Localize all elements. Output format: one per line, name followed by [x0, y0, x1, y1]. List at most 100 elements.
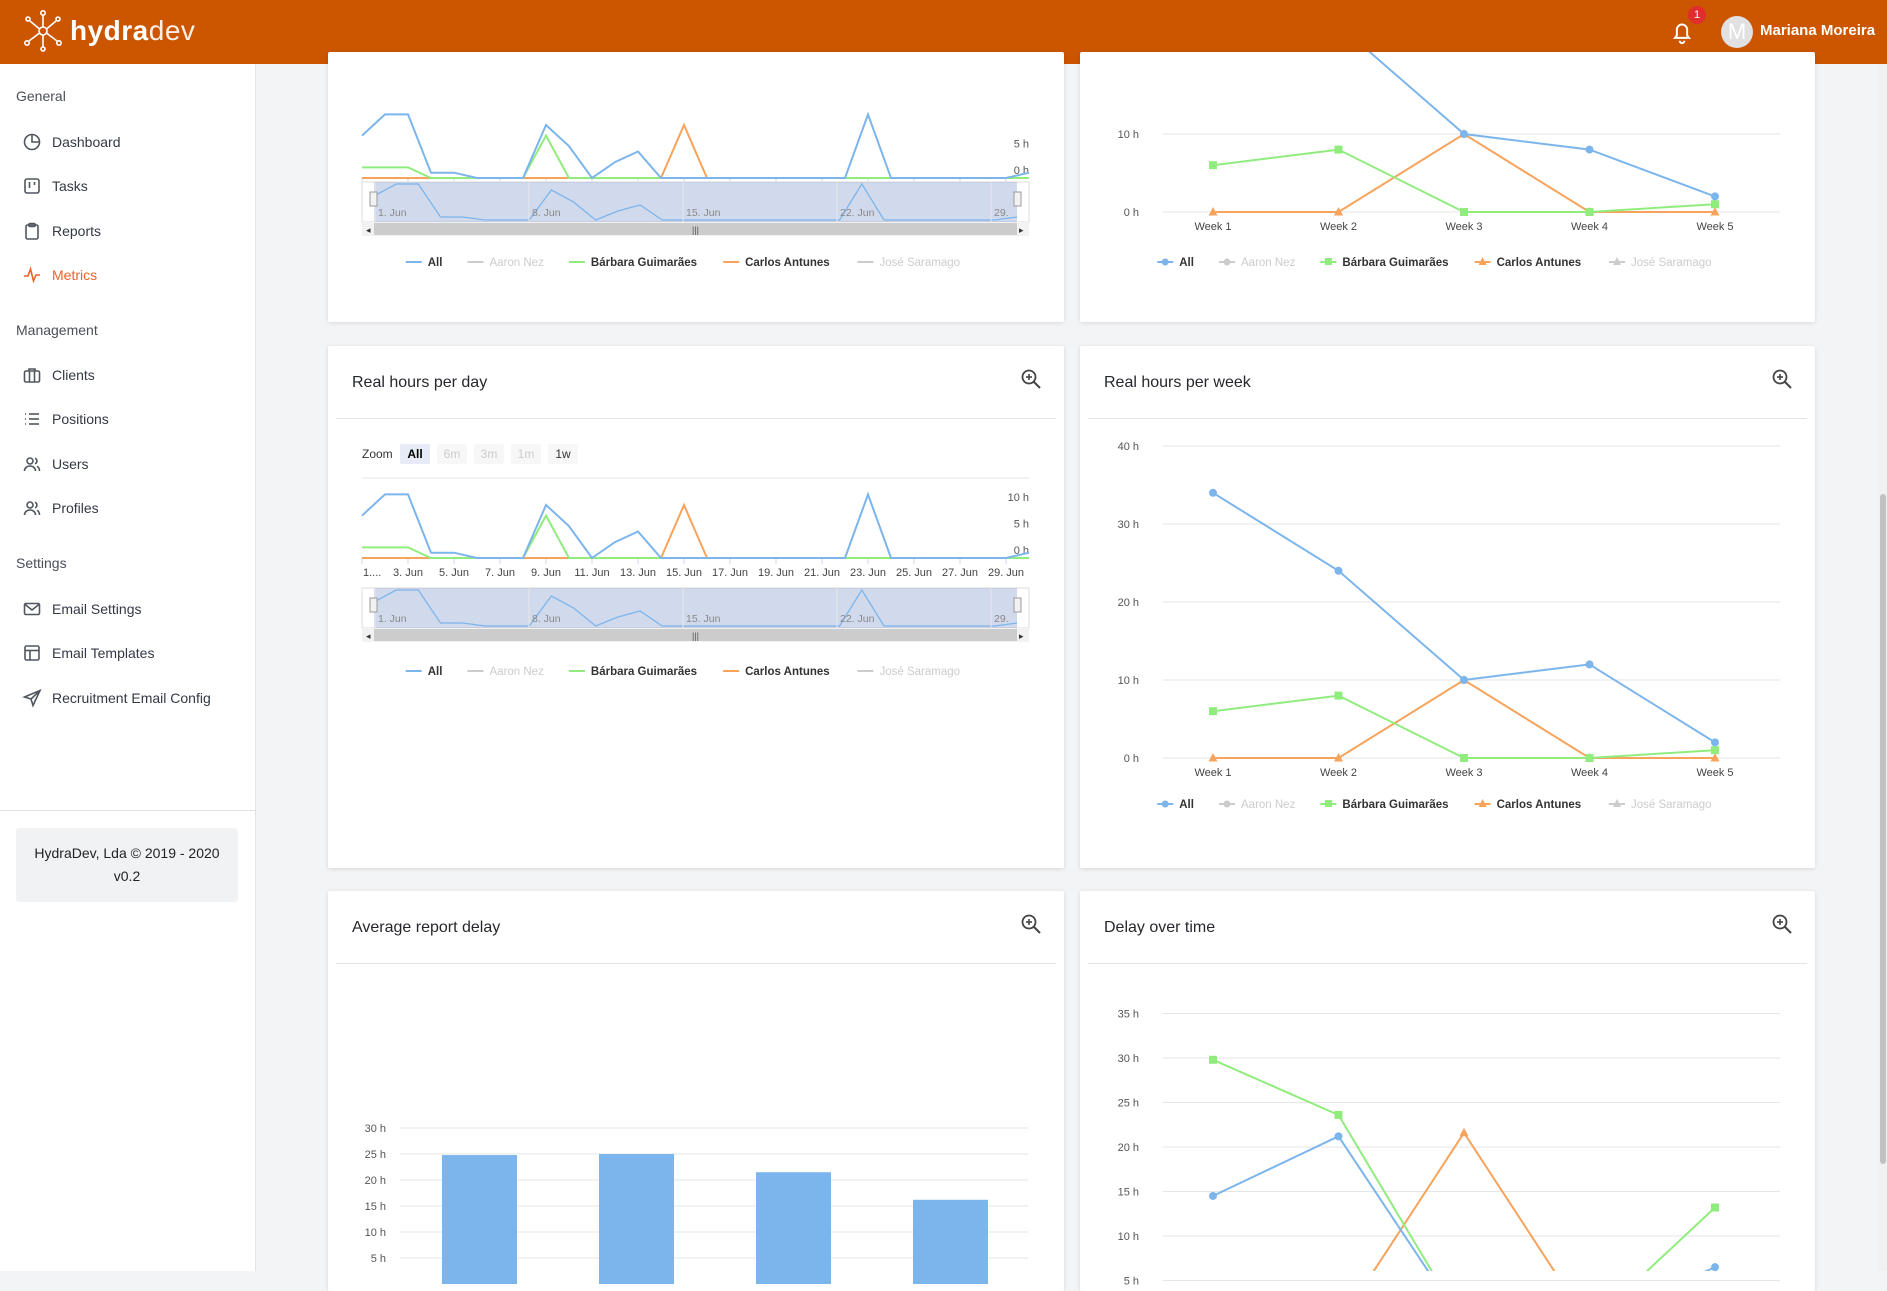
legend-marker	[1613, 799, 1621, 807]
zoom-button-label[interactable]: 1w	[555, 447, 571, 461]
hydradev-logo[interactable]: hydradev	[22, 6, 195, 56]
sidebar-item-users[interactable]: Users	[22, 449, 89, 479]
zoom-in-icon[interactable]	[1020, 913, 1042, 935]
series-line-Bárbara Guimarães	[1212, 694, 1716, 759]
zoom-button-1w[interactable]	[548, 444, 578, 464]
zoom-in-icon[interactable]	[1020, 368, 1042, 390]
legend-marker	[1161, 258, 1169, 266]
card-title: Real hours per week	[1104, 374, 1251, 391]
zoom-button-label[interactable]: 3m	[481, 447, 498, 461]
legend-item-label: Aaron Nez	[1241, 257, 1296, 269]
x-tick-label: Week 1	[1194, 767, 1231, 779]
x-tick-label: Week 3	[1445, 767, 1482, 779]
y-tick-label: 5 h	[1124, 1276, 1139, 1288]
data-point	[1334, 691, 1343, 700]
y-tick-label: 10 h	[365, 1227, 386, 1239]
x-tick-label: Week 5	[1696, 221, 1733, 233]
x-tick-label: 1....	[363, 567, 381, 579]
data-point	[1334, 207, 1343, 216]
notification-badge: 1	[1688, 6, 1706, 24]
legend-item-label: José Saramago	[880, 257, 961, 269]
zoom-button-label[interactable]: 6m	[444, 447, 461, 461]
legend-marker	[1324, 258, 1332, 265]
page-scrollbar-thumb[interactable]	[1880, 494, 1886, 1164]
navigator-handle-right[interactable]	[1013, 191, 1022, 207]
zoom-in-icon[interactable]	[1771, 368, 1793, 390]
version-text: v0.2	[113, 868, 141, 884]
avatar[interactable]: M	[1721, 16, 1753, 48]
legend-item-label: Bárbara Guimarães	[1342, 799, 1448, 811]
x-tick-label: Week 2	[1320, 767, 1357, 779]
sidebar-item-label: Metrics	[52, 267, 98, 283]
series-line-Bárbara Guimarães	[362, 513, 1029, 559]
card-average-report-delay: Average report delay 30 h 25 h 20 h 15 h 10 …	[328, 891, 1064, 1291]
data-point	[1209, 488, 1217, 497]
navigator-handle-left[interactable]	[369, 597, 378, 613]
x-tick-label: 21. Jun	[804, 567, 840, 579]
list-icon	[25, 413, 39, 425]
scroll-right-arrow-icon: ▸	[1019, 631, 1024, 641]
zoom-button-label[interactable]: 1m	[518, 447, 535, 461]
navigator-tick-label: 29.	[994, 207, 1009, 219]
sidebar-item-metrics[interactable]: Metrics	[22, 260, 97, 290]
sidebar-item-label: Reports	[52, 223, 102, 239]
sidebar-item-dashboard[interactable]: Dashboard	[22, 127, 121, 157]
series-line-All	[1212, 1135, 1716, 1271]
sidebar-item-profiles[interactable]: Profiles	[22, 493, 99, 523]
navigator-scrollbar-thumb[interactable]	[374, 629, 1017, 641]
legend-item-label: Carlos Antunes	[1497, 799, 1582, 811]
sidebar-item-label: Positions	[52, 411, 109, 427]
logo-wordmark-light: dev	[148, 15, 196, 46]
data-point	[1460, 754, 1468, 762]
card-delay-over-time: Delay over time 35 h 30 h 25 h 20 h 15 h 10 h…	[1080, 891, 1815, 1291]
sidebar-footer: HydraDev, Lda © 2019 - 2020 v0.2	[16, 828, 238, 902]
sidebar-item-label: Email Settings	[52, 601, 142, 617]
x-tick-label: 3. Jun	[393, 567, 423, 579]
zoom-button-6m[interactable]	[437, 444, 467, 464]
y-tick-label: 15 h	[1118, 1187, 1139, 1199]
x-tick-label: 23. Jun	[850, 567, 886, 579]
data-point	[1460, 676, 1468, 684]
sidebar-item-label: Clients	[52, 367, 95, 383]
delay-over-time-chart: 35 h 30 h 25 h 20 h 15 h 10 h 5 h	[1118, 1009, 1780, 1288]
legend-item-label: All	[428, 257, 443, 269]
logo-wordmark-bold: hydra	[70, 15, 149, 46]
zoom-button-1m[interactable]	[511, 444, 541, 464]
sidebar-item-tasks[interactable]: Tasks	[22, 171, 88, 201]
legend-item-label: José Saramago	[1631, 799, 1712, 811]
card-real-hours-per-day: Real hours per day Zoom All 6m 3m 1m 1w 10 h 5 …	[328, 346, 1064, 868]
data-point	[1710, 753, 1720, 762]
sidebar-item-email-templates[interactable]: Email Templates	[22, 638, 154, 668]
legend-marker	[1478, 257, 1487, 265]
card-divider	[336, 418, 1056, 419]
navigator-scrollbar-thumb[interactable]	[374, 223, 1017, 235]
navigator-handle-left[interactable]	[369, 191, 378, 207]
scroll-left-arrow-icon: ◂	[366, 631, 371, 641]
sidebar-item-positions[interactable]: Positions	[22, 404, 109, 434]
x-tick-label: 13. Jun	[620, 567, 656, 579]
y-tick-label: 20 h	[365, 1175, 386, 1187]
sidebar-item-recruitment-email-config[interactable]: Recruitment Email Config	[22, 683, 211, 713]
bell-icon[interactable]	[1668, 18, 1696, 46]
sidebar-item-reports[interactable]: Reports	[22, 216, 101, 246]
bar	[599, 1154, 674, 1284]
sidebar-item-email-settings[interactable]: Email Settings	[22, 594, 141, 624]
weekly-chart-top: 10 h 0 h Week 1 Week 2 Week 3 Week 4 Week 5 All…	[1118, 52, 1780, 269]
zoom-in-icon[interactable]	[1771, 913, 1793, 935]
data-point	[1334, 1132, 1343, 1141]
y-tick-label: 30 h	[365, 1123, 386, 1135]
user-name[interactable]: Mariana Moreira	[1760, 22, 1876, 39]
legend-item-label: Bárbara Guimarães	[591, 257, 697, 269]
zoom-button-3m[interactable]	[474, 444, 504, 464]
data-point	[1334, 753, 1343, 762]
data-point	[1208, 207, 1218, 216]
navigator-handle-right[interactable]	[1013, 597, 1022, 613]
data-point	[1585, 145, 1594, 154]
zoom-button-label[interactable]: All	[407, 447, 422, 461]
sidebar-item-clients[interactable]: Clients	[22, 360, 95, 390]
board-icon	[24, 178, 40, 194]
y-tick-label: 40 h	[1118, 441, 1139, 453]
zoom-button-All[interactable]	[400, 444, 430, 464]
real-hours-per-week-chart: 40 h 30 h 20 h 10 h 0 h Week 1 Week 2 Week 3 Wee…	[1118, 441, 1780, 811]
